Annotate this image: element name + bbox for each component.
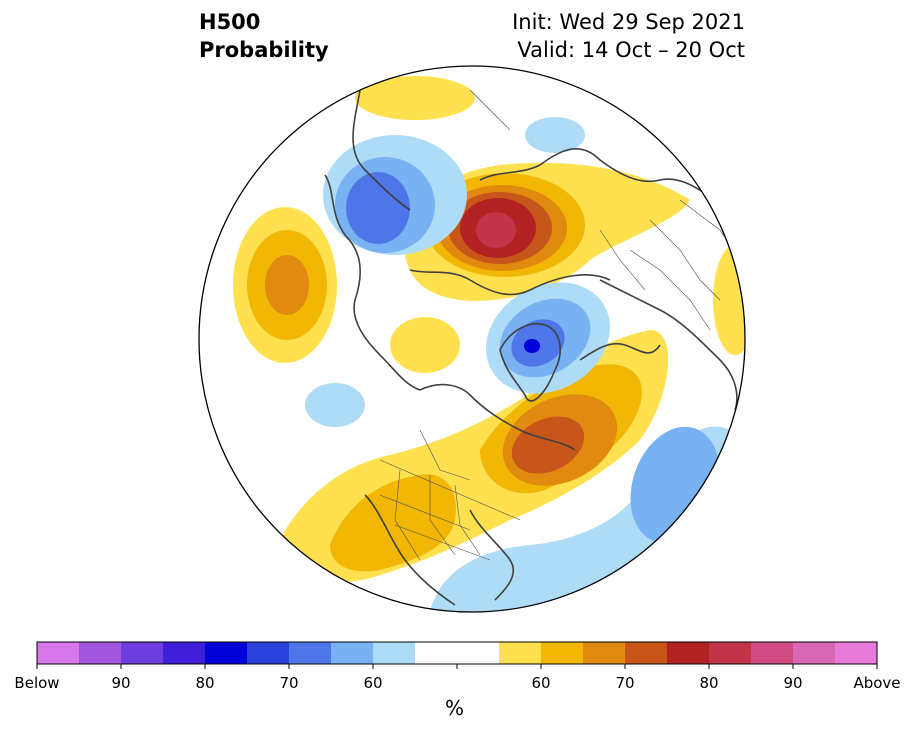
- border-line: [419, 429, 471, 481]
- map-boundary: [198, 65, 746, 613]
- colorbar-cell: [835, 642, 877, 664]
- colorbar-cell: [331, 642, 373, 664]
- coastline-path: [499, 323, 561, 402]
- colorbar-cell: [373, 642, 415, 664]
- colorbar-cells: [37, 642, 877, 664]
- valid-range: Valid: 14 Oct – 20 Oct: [517, 38, 745, 62]
- above-anomaly-siberia: [403, 162, 690, 301]
- above-anomaly-top: [355, 76, 475, 120]
- border-line: [394, 524, 491, 561]
- init-date: Init: Wed 29 Sep 2021: [512, 10, 745, 34]
- colorbar-cell: [79, 642, 121, 664]
- colorbar-cell: [163, 642, 205, 664]
- border-line: [469, 89, 511, 131]
- colorbar: Below 90 80 70 60 60 70 80 90 Above: [14, 641, 901, 692]
- colorbar-cell: [793, 642, 835, 664]
- border-line: [629, 249, 711, 331]
- colorbar-cell: [247, 642, 289, 664]
- coastline-path: [364, 494, 456, 606]
- coastline-path: [409, 269, 611, 296]
- colorbar-tick-label: Below: [14, 674, 59, 692]
- colorbar-tick-label: 90: [111, 674, 130, 692]
- map-dates: Init: Wed 29 Sep 2021 Valid: 14 Oct – 20…: [512, 8, 745, 64]
- coastline-path: [419, 383, 576, 451]
- colorbar-cell: [625, 642, 667, 664]
- border-line: [379, 494, 471, 531]
- colorbar-ticks: Below 90 80 70 60 60 70 80 90 Above: [14, 664, 901, 692]
- border-line: [429, 475, 456, 556]
- coastlines: [324, 89, 738, 606]
- colorbar-tick-label: 60: [531, 674, 550, 692]
- colorbar-cell: [583, 642, 625, 664]
- below-anomaly-greenland: [485, 282, 611, 394]
- colorbar-cell: [415, 642, 499, 664]
- colorbar-cell: [37, 642, 79, 664]
- above-anomaly-north-america: [280, 330, 669, 582]
- contour-90: [511, 416, 585, 474]
- colorbar-tick-label: 70: [279, 674, 298, 692]
- coastline-path: [324, 174, 421, 391]
- contour-80: [265, 255, 309, 315]
- contour-max: [524, 339, 540, 353]
- probability-fields: [233, 76, 745, 612]
- contour-max: [476, 212, 516, 248]
- title-line-variable: H500: [199, 10, 261, 34]
- colorbar-cell: [751, 642, 793, 664]
- colorbar-tick-label: 80: [699, 674, 718, 692]
- colorbar-tick-label: 80: [195, 674, 214, 692]
- coastline-path: [469, 509, 515, 601]
- colorbar-cell: [121, 642, 163, 664]
- colorbar-cell: [667, 642, 709, 664]
- border-line: [649, 219, 721, 301]
- map-title: H500 Probability: [199, 8, 329, 64]
- coastline-path: [579, 342, 661, 361]
- below-anomaly-top: [525, 117, 585, 153]
- border-line: [394, 469, 421, 561]
- above-anomaly-alaska: [390, 317, 460, 373]
- contour-80: [346, 172, 410, 244]
- below-anomaly-east-pacific: [305, 383, 365, 427]
- colorbar-cell: [205, 642, 247, 664]
- below-anomaly-bering: [323, 135, 467, 255]
- polar-map: [198, 65, 746, 613]
- above-anomaly-europe: [713, 245, 745, 355]
- colorbar-units-label: %: [445, 696, 465, 720]
- colorbar-cell: [499, 642, 541, 664]
- colorbar-tick-label: 60: [363, 674, 382, 692]
- colorbar-tick-label: 70: [615, 674, 634, 692]
- colorbar-cell: [289, 642, 331, 664]
- colorbar-tick-label: 90: [783, 674, 802, 692]
- above-anomaly-pacific: [233, 207, 337, 363]
- border-line: [379, 459, 521, 521]
- coastline-path: [479, 148, 716, 201]
- colorbar-cell: [541, 642, 583, 664]
- border-line: [454, 484, 481, 556]
- border-line: [599, 229, 646, 291]
- title-line-type: Probability: [199, 38, 329, 62]
- coastline-path: [599, 279, 738, 411]
- coastline-path: [352, 89, 411, 211]
- contour-70-west: [330, 474, 456, 572]
- colorbar-tick-label: Above: [853, 674, 900, 692]
- colorbar-cell: [709, 642, 751, 664]
